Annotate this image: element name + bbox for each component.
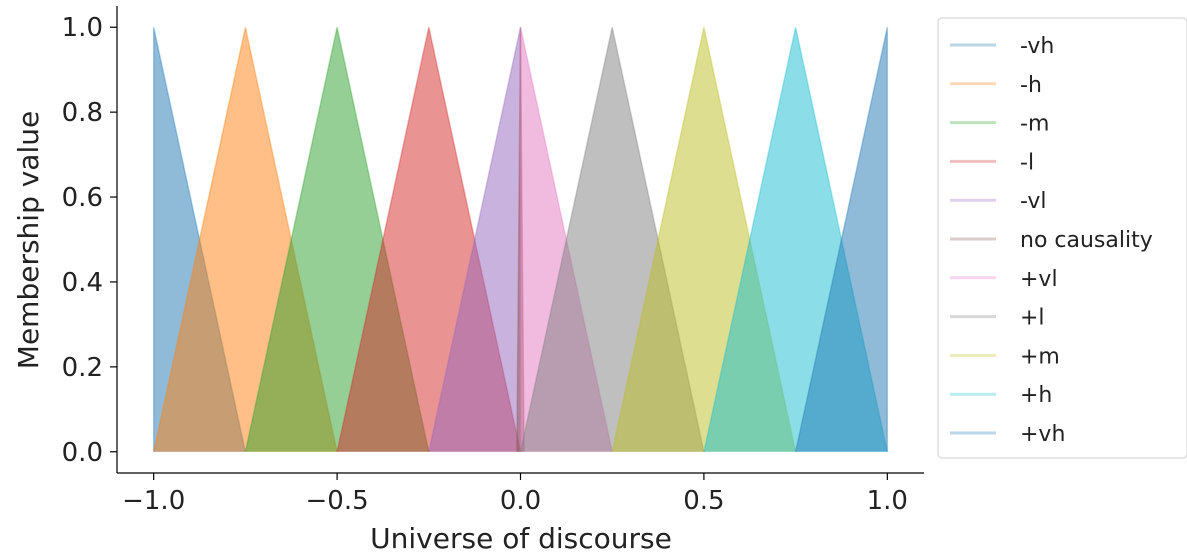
x-ticks: −1.0 −0.5 0.0 0.5 1.0: [122, 473, 908, 516]
series-area-4: [428, 27, 521, 452]
y-tick-label: 0.4: [62, 268, 103, 298]
series-area-6: [520, 27, 613, 452]
legend-frame: [937, 17, 1187, 459]
legend-label: -vh: [1020, 34, 1054, 59]
legend: -vh -h -m -l -vl no causality +vl +l +m +h +vh: [937, 17, 1187, 459]
legend-label: no causality: [1020, 228, 1153, 253]
x-tick-label: 0.0: [500, 486, 541, 516]
legend-label: -h: [1020, 73, 1042, 98]
series-area-10: [795, 27, 888, 452]
legend-label: +vh: [1020, 422, 1065, 447]
legend-label: -l: [1020, 150, 1034, 175]
x-tick-label: −0.5: [306, 486, 369, 516]
legend-label: -m: [1020, 112, 1049, 137]
y-ticks: 0.0 0.2 0.4 0.6 0.8 1.0: [62, 13, 117, 468]
y-tick-label: 1.0: [62, 13, 103, 43]
plot-areas: [152, 27, 889, 452]
y-tick-label: 0.0: [62, 438, 103, 468]
x-axis-title: Universe of discourse: [370, 522, 672, 555]
y-axis-title: Membership value: [12, 111, 45, 369]
legend-label: +m: [1020, 344, 1060, 369]
x-tick-label: 0.5: [683, 486, 724, 516]
x-tick-label: 1.0: [867, 486, 908, 516]
legend-label: +l: [1020, 306, 1045, 331]
y-tick-label: 0.6: [62, 183, 103, 213]
legend-label: +h: [1020, 383, 1052, 408]
legend-label: +vl: [1020, 267, 1058, 292]
y-tick-label: 0.8: [62, 98, 103, 128]
x-tick-label: −1.0: [122, 486, 185, 516]
series-line-10: [794, 27, 889, 452]
legend-label: -vl: [1020, 189, 1046, 214]
y-tick-label: 0.2: [62, 353, 103, 383]
